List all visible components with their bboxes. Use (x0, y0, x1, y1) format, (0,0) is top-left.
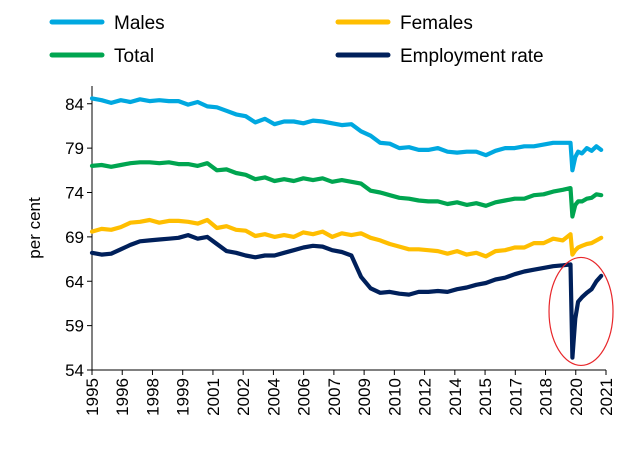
highlight-ellipse (548, 256, 614, 367)
series-lines (89, 96, 604, 360)
x-tick-label: 2021 (597, 378, 616, 416)
x-tick-label: 2018 (537, 378, 556, 416)
y-tick-label: 64 (65, 272, 84, 291)
x-tick-label: 2014 (446, 378, 465, 416)
legend-label: Males (114, 13, 165, 34)
x-tick-label: 1999 (174, 378, 193, 416)
y-tick-label: 54 (65, 361, 84, 380)
x-tick-label: 2001 (204, 378, 223, 416)
x-tick-label: 2006 (295, 378, 314, 416)
legend-label: Females (400, 13, 473, 34)
series-line-total (89, 160, 604, 219)
legend-label: Employment rate (400, 46, 544, 67)
y-tick-label: 84 (65, 95, 84, 114)
x-tick-label: 2010 (385, 378, 404, 416)
x-tick-label: 2020 (567, 378, 586, 416)
x-tick-label: 1998 (143, 378, 162, 416)
legend: Males Females Total Employment rate (49, 13, 544, 67)
x-tick-label: 1995 (83, 378, 102, 416)
series-line-females (89, 217, 604, 259)
x-tick-label: 2012 (416, 378, 435, 416)
y-tick-label: 69 (65, 228, 84, 247)
x-tick-label: 1996 (113, 378, 132, 416)
y-tick-label: 79 (65, 139, 84, 158)
x-axis-ticks: 1995 1996 1998 1999 2001 2002 2004 2006 2007 2009… (83, 370, 616, 416)
y-tick-label: 59 (65, 317, 84, 336)
x-tick-label: 2002 (234, 378, 253, 416)
plot-area: 54 59 64 69 74 79 84 1995 1996 1998 1999 2001 2002 2… (65, 86, 616, 416)
series-line-males (89, 96, 604, 173)
legend-label: Total (114, 46, 154, 67)
series-line-employment-rate (89, 233, 604, 360)
x-tick-label: 2004 (264, 378, 283, 416)
x-tick-label: 2009 (355, 378, 374, 416)
x-tick-label: 2017 (506, 378, 525, 416)
y-axis-title: per cent (25, 197, 44, 259)
y-axis-ticks: 54 59 64 69 74 79 84 (65, 95, 92, 380)
x-tick-label: 2007 (325, 378, 344, 416)
y-tick-label: 74 (65, 184, 84, 203)
annotations (548, 256, 614, 367)
x-tick-label: 2015 (476, 378, 495, 416)
